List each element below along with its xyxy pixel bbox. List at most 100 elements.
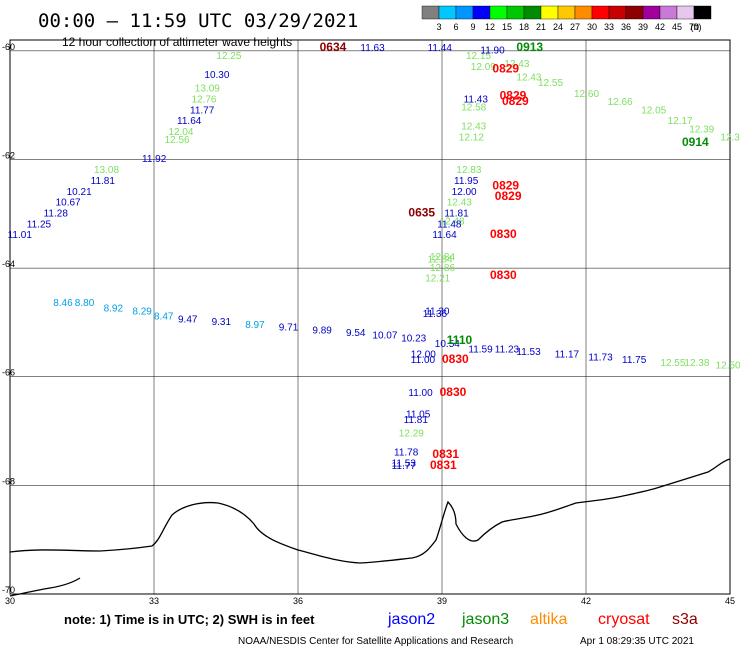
wave-height-label: 12.00 [452,187,477,198]
pass-time-label: 0829 [502,94,529,108]
pass-time-label: 0831 [430,458,457,472]
wave-height-label: 12.55 [660,358,685,369]
colorbar-label: 3 [436,22,441,32]
colorbar-label: 6 [453,22,458,32]
wave-height-label: 12.86 [430,263,455,274]
wave-height-label: 11.17 [555,350,580,361]
colorbar-label: 39 [638,22,648,32]
wave-height-label: 12.15 [466,51,491,62]
y-tick-label: -64 [2,259,15,269]
wave-height-label: 11.81 [91,176,116,187]
x-tick-label: 36 [293,596,303,606]
wave-height-label: 11.64 [177,116,202,127]
wave-height-label: 11.53 [392,458,417,469]
pass-time-label: 0913 [516,40,543,54]
map-title: 00:00 – 11:59 UTC 03/29/2021 [38,10,358,32]
map-subtitle: 12 hour collection of altimeter wave hei… [62,35,292,49]
wave-height-label: 12.25 [216,51,241,62]
wave-height-label: 12.50 [716,361,740,372]
pass-time-label: 0635 [408,206,435,220]
wave-height-label: 11.00 [408,388,433,399]
wave-height-label: 9.71 [279,323,299,334]
wave-height-label: 11.25 [27,219,52,230]
colorbar-swatch [608,5,627,20]
y-tick-label: -70 [2,585,15,595]
colorbar-swatch [642,5,661,20]
pass-time-label: 0829 [495,189,522,203]
wave-height-label: 11.73 [588,352,613,363]
wave-height-label: 12.84 [428,255,453,266]
wave-height-label: 13.09 [195,84,220,95]
wave-height-label: 12.55 [538,78,563,89]
pass-time-label: 0829 [492,62,519,76]
colorbar-swatch [625,5,644,20]
wave-height-label: 8.47 [154,312,174,323]
legend-cryosat: cryosat [598,611,650,628]
wave-height-label: 12.43 [447,198,472,209]
x-tick-label: 45 [725,596,735,606]
coastline-path [9,458,731,564]
pass-time-label: 0914 [682,135,709,149]
wave-height-label: 11.77 [392,461,417,472]
pass-time-label: 0830 [442,352,469,366]
colorbar-label: 18 [519,22,529,32]
wave-height-label: 11.90 [480,46,505,57]
wave-height-label: 12.83 [456,165,481,176]
wave-height-label: 11.75 [622,355,647,366]
x-tick-label: 33 [149,596,159,606]
colorbar-label: 15 [502,22,512,32]
colorbar-label: 12 [485,22,495,32]
wave-height-label: 12.43 [504,59,529,70]
legend-note: note: 1) Time is in UTC; 2) SWH is in fe… [64,612,315,627]
wave-height-label: 10.21 [67,187,92,198]
pass-time-label: 0634 [320,40,347,54]
colorbar-swatch [540,5,559,20]
wave-height-label: 8.29 [132,306,152,317]
wave-height-label: 11.59 [468,344,493,355]
colorbar-swatch [591,5,610,20]
legend-s3a: s3a [672,611,698,628]
wave-height-label: 12.66 [608,97,633,108]
wave-height-label: 10.23 [401,333,426,344]
coastline [9,458,731,597]
wave-height-label: 12.43 [461,122,486,133]
colorbar-label: 30 [587,22,597,32]
wave-height-label: 11.92 [142,154,167,165]
wave-height-label: 11.95 [454,176,479,187]
y-tick-label: -60 [2,42,15,52]
wave-height-label: 9.89 [312,325,332,336]
wave-height-label: 11.05 [406,409,431,420]
colorbar-swatch [557,5,576,20]
pass-time-label: 0830 [490,268,517,282]
wave-height-label: 13.08 [94,165,119,176]
pass-time-label: 0829 [492,178,519,192]
colorbar-swatch [676,5,695,20]
pass-time-label: 0830 [490,227,517,241]
wave-height-label: 12.04 [168,127,193,138]
coastline-southwest [9,577,81,597]
wave-height-label: 12.58 [461,103,486,114]
wave-height-label: 10.54 [435,339,460,350]
wave-height-label: 12.60 [574,89,599,100]
wave-height-label: 8.92 [104,304,124,315]
wave-height-label: 12.12 [459,132,484,143]
wave-height-label: 11.23 [495,344,520,355]
wave-height-label: 11.81 [404,415,429,426]
wave-height-label: 12.43 [516,73,541,84]
wave-height-label: 11.28 [44,209,69,220]
y-tick-label: -66 [2,368,15,378]
wave-height-label: 11.81 [444,209,469,220]
colorbar-label: 36 [621,22,631,32]
wave-height-label: 11.63 [360,43,385,54]
colorbar-unit: (ft) [691,22,702,32]
wave-height-label: 11.77 [190,105,215,116]
wave-height-label: 10.07 [372,331,397,342]
wave-height-label: 12.38 [684,358,709,369]
wave-height-label: 12.39 [689,124,714,135]
wave-height-label: 12.05 [641,105,666,116]
colorbar-swatch [455,5,474,20]
pass-time-label: 0831 [432,447,459,461]
x-tick-label: 39 [437,596,447,606]
colorbar-label: 24 [553,22,563,32]
colorbar-label: 42 [655,22,665,32]
